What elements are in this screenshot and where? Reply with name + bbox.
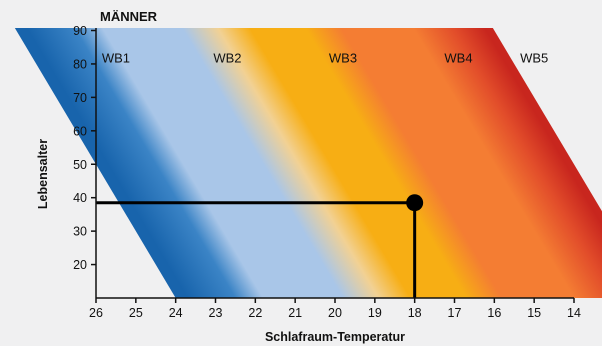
y-tick-label: 70: [73, 91, 87, 105]
zone-label-wb2: WB2: [213, 50, 241, 65]
x-tick-label: 24: [169, 306, 183, 320]
y-tick-label: 30: [73, 225, 87, 239]
zone-label-wb1: WB1: [102, 50, 130, 65]
x-tick-label: 14: [567, 306, 581, 320]
y-axis-label: Lebensalter: [36, 139, 50, 209]
x-tick-label: 26: [89, 306, 103, 320]
x-axis-label: Schlafraum-Temperatur: [265, 330, 405, 344]
y-tick-label: 90: [73, 24, 87, 38]
chart-title: MÄNNER: [100, 9, 158, 24]
zone-label-wb3: WB3: [329, 50, 357, 65]
marker-point: [406, 194, 424, 212]
marker-group: [96, 194, 424, 298]
x-tick-label: 18: [408, 306, 422, 320]
x-tick-label: 17: [448, 306, 462, 320]
x-ticks: 26 25 24 23 22 21 20 19 18 17 16 15 14: [89, 298, 581, 320]
zone-label-wb4: WB4: [444, 50, 472, 65]
x-tick-label: 19: [368, 306, 382, 320]
y-tick-label: 40: [73, 191, 87, 205]
y-tick-label: 80: [73, 57, 87, 71]
x-tick-label: 23: [209, 306, 223, 320]
x-tick-label: 20: [328, 306, 342, 320]
zone-labels: WB1 WB2 WB3 WB4 WB5: [102, 50, 548, 65]
x-tick-label: 21: [288, 306, 302, 320]
y-tick-label: 50: [73, 158, 87, 172]
y-ticks: 20 30 40 50 60 70 80 90: [73, 24, 96, 272]
y-axis: 20 30 40 50 60 70 80 90: [73, 24, 97, 298]
x-tick-label: 16: [487, 306, 501, 320]
x-tick-label: 25: [129, 306, 143, 320]
x-tick-label: 22: [248, 306, 262, 320]
plot-area: [14, 28, 602, 298]
gradient-field: [14, 28, 602, 298]
y-tick-label: 60: [73, 124, 87, 138]
x-tick-label: 15: [527, 306, 541, 320]
zone-label-wb5: WB5: [520, 50, 548, 65]
x-axis: 26 25 24 23 22 21 20 19 18 17 16 15 14: [89, 297, 581, 320]
y-tick-label: 20: [73, 258, 87, 272]
